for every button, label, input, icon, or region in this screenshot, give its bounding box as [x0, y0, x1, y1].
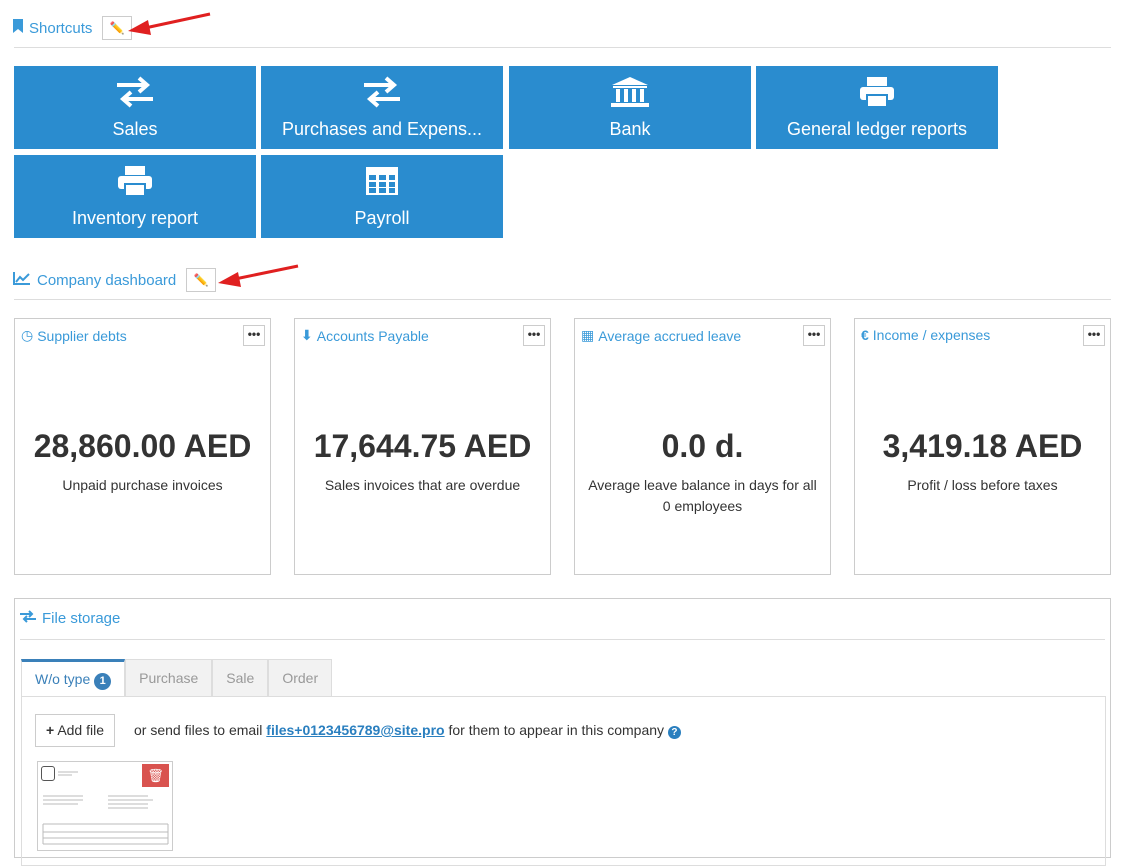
card-subtitle: Unpaid purchase invoices — [62, 477, 223, 493]
euro-icon: € — [861, 327, 869, 343]
dashboard-header: Company dashboard ✏️ — [13, 268, 217, 292]
bookmark-icon — [13, 19, 23, 37]
card-header: ⬇ Accounts Payable — [301, 327, 516, 344]
email-link[interactable]: files+0123456789@site.pro — [266, 722, 445, 738]
clock-icon: ◷ — [21, 327, 34, 343]
exchange-icon — [20, 610, 36, 627]
tile-label: Purchases and Expens... — [281, 118, 483, 139]
print-icon — [857, 76, 897, 113]
table-icon: ▦ — [581, 327, 595, 343]
card-title[interactable]: Income / expenses — [872, 327, 991, 343]
dashboard-card: ▦ Average accrued leave ••• 0.0 d. Average l… — [574, 318, 831, 575]
file-storage-header: File storage — [20, 610, 120, 627]
card-subtitle: Average leave balance in days for all 0 … — [588, 477, 817, 514]
file-storage-panel: File storage W/o type 1 Purchase Sale Or… — [14, 598, 1111, 866]
divider — [20, 639, 1105, 640]
table-icon — [362, 165, 402, 202]
tile-label: General ledger reports — [786, 118, 968, 139]
count-badge: 1 — [94, 673, 112, 690]
tab-order[interactable]: Order — [268, 659, 333, 697]
help-icon[interactable]: ? — [667, 726, 681, 739]
edit-shortcuts-button[interactable]: ✏️ — [102, 16, 133, 40]
card-value: 28,860.00 AED — [33, 428, 252, 464]
shortcuts-title: Shortcuts — [29, 19, 93, 37]
tab-panel: + Add file or send files to email files+… — [21, 696, 1106, 866]
card-subtitle: Sales invoices that are overdue — [324, 477, 521, 493]
card-header: € Income / expenses — [861, 327, 1076, 343]
card-subtitle: Profit / loss before taxes — [907, 477, 1058, 493]
dashboard-card: ◷ Supplier debts ••• 28,860.00 AED Unpaid pu… — [14, 318, 271, 575]
tab-wo-type[interactable]: W/o type 1 — [21, 659, 126, 697]
card-value: 17,644.75 AED — [313, 428, 532, 464]
shortcut-tile[interactable]: Purchases and Expens... — [261, 66, 503, 149]
dashboard-card: € Income / expenses ••• 3,419.18 AED Profit … — [854, 318, 1111, 575]
pencil-icon: ✏️ — [193, 273, 209, 287]
shortcut-tile[interactable]: Bank — [509, 66, 751, 149]
email-hint: or send files to email files+0123456789@… — [134, 722, 681, 739]
file-thumbnail[interactable]: 🗑 — [37, 761, 173, 851]
add-file-button[interactable]: + Add file — [35, 714, 116, 747]
shortcuts-header: Shortcuts ✏️ — [13, 16, 133, 40]
tile-label: Inventory report — [71, 207, 199, 228]
arrow-circle-down-icon: ⬇ — [301, 327, 313, 343]
pencil-icon: ✏️ — [109, 21, 125, 35]
card-value: 3,419.18 AED — [882, 428, 1083, 464]
document-preview — [42, 771, 169, 845]
trash-icon: 🗑 — [147, 768, 164, 783]
card-value: 0.0 d. — [661, 428, 744, 464]
card-header: ◷ Supplier debts — [21, 327, 236, 344]
more-options-button[interactable]: ••• — [243, 325, 265, 346]
tab-label: W/o type — [35, 671, 91, 687]
hint-text: or send files to email — [134, 722, 263, 738]
more-options-button[interactable]: ••• — [523, 325, 545, 346]
shortcut-tile[interactable]: General ledger reports — [756, 66, 998, 149]
hint-text: for them to appear in this company — [448, 722, 665, 738]
shortcut-tile[interactable]: Payroll — [261, 155, 503, 238]
exchange-icon — [115, 75, 155, 113]
tile-label: Bank — [609, 118, 651, 139]
select-checkbox[interactable] — [41, 766, 55, 781]
divider — [14, 299, 1111, 300]
card-header: ▦ Average accrued leave — [581, 327, 796, 344]
card-body: 0.0 d. Average leave balance in days for … — [575, 427, 830, 517]
exchange-icon — [362, 75, 402, 113]
card-title[interactable]: Average accrued leave — [598, 327, 742, 344]
dashboard-title: Company dashboard — [37, 271, 177, 289]
line-chart-icon — [13, 271, 31, 289]
more-options-button[interactable]: ••• — [1083, 325, 1105, 346]
tile-label: Payroll — [354, 207, 410, 228]
delete-file-button[interactable]: 🗑 — [142, 764, 169, 787]
shortcut-tile[interactable]: Sales — [14, 66, 256, 149]
card-body: 28,860.00 AED Unpaid purchase invoices — [15, 427, 270, 496]
plus-icon: + — [46, 722, 55, 738]
card-body: 3,419.18 AED Profit / loss before taxes — [855, 427, 1110, 496]
tab-purchase[interactable]: Purchase — [125, 659, 213, 697]
add-file-label: Add file — [57, 722, 105, 738]
shortcut-tile[interactable]: Inventory report — [14, 155, 256, 238]
tab-sale[interactable]: Sale — [212, 659, 269, 697]
card-title[interactable]: Accounts Payable — [316, 327, 429, 344]
divider — [14, 47, 1111, 48]
more-options-button[interactable]: ••• — [803, 325, 825, 346]
edit-dashboard-button[interactable]: ✏️ — [186, 268, 217, 292]
card-title[interactable]: Supplier debts — [37, 327, 127, 344]
file-type-tabs: W/o type 1 Purchase Sale Order — [21, 659, 333, 697]
dashboard-card: ⬇ Accounts Payable ••• 17,644.75 AED Sales i… — [294, 318, 551, 575]
annotation-arrows — [128, 12, 299, 287]
card-body: 17,644.75 AED Sales invoices that are ove… — [295, 427, 550, 496]
file-storage-title: File storage — [42, 610, 121, 627]
print-icon — [115, 165, 155, 202]
bank-icon — [610, 76, 650, 113]
tile-label: Sales — [112, 118, 158, 139]
